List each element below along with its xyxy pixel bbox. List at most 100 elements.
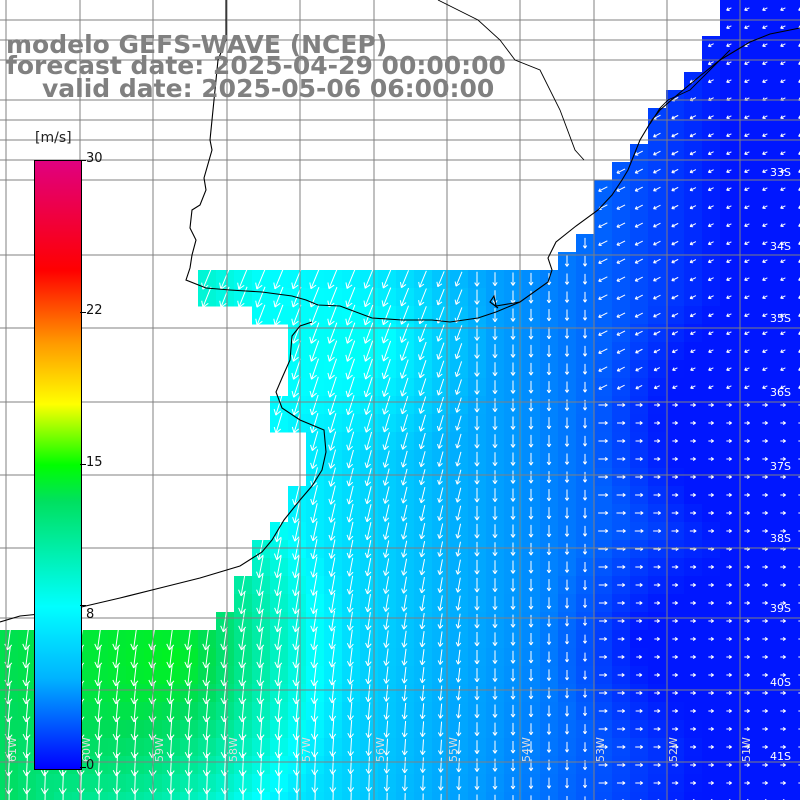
wind-arrow: [726, 187, 732, 191]
wind-arrow: [309, 269, 320, 290]
wind-arrow: [598, 222, 608, 228]
wind-cell: [792, 774, 800, 793]
colorbar-tick: [80, 605, 86, 606]
wind-cell: [792, 90, 800, 109]
colorbar: [34, 160, 82, 770]
wind-arrow: [689, 295, 697, 300]
wind-cell: [684, 792, 703, 800]
wind-arrow: [345, 269, 356, 289]
wind-arrow: [762, 295, 768, 299]
wind-cell: [792, 18, 800, 37]
lat-label: 35S: [770, 312, 791, 325]
wind-arrow: [634, 204, 643, 210]
wind-arrow: [726, 295, 732, 299]
wind-arrow: [528, 272, 534, 286]
wind-arrow: [780, 205, 786, 209]
colorbar-label: 8: [86, 607, 95, 622]
wind-arrow: [653, 294, 661, 300]
wind-arrow: [454, 289, 463, 305]
wind-arrow: [707, 169, 714, 174]
wind-arrow: [762, 313, 768, 317]
wind-arrow: [744, 223, 750, 227]
wind-arrow: [454, 271, 463, 287]
wind-arrow: [363, 287, 374, 308]
wind-arrow: [726, 43, 732, 47]
wind-arrow: [707, 151, 714, 156]
wind-arrow: [707, 115, 714, 120]
wind-arrow: [780, 7, 786, 11]
wind-arrow: [582, 255, 588, 267]
wind-arrow: [780, 187, 786, 191]
wind-arrow: [616, 276, 626, 282]
lat-label: 36S: [770, 386, 791, 399]
wind-arrow: [237, 286, 248, 308]
wind-arrow: [598, 294, 608, 300]
wind-cell: [792, 612, 800, 631]
wind-arrow: [582, 309, 588, 321]
lon-label: 54W: [520, 737, 533, 762]
wind-arrow: [616, 312, 626, 318]
wind-arrow: [363, 269, 374, 289]
wind-cell: [792, 0, 800, 19]
wind-cell: [792, 576, 800, 595]
wind-cell: [792, 720, 800, 739]
wind-cell: [666, 792, 685, 800]
wind-arrow: [726, 313, 732, 317]
wind-arrow: [780, 25, 786, 29]
wind-arrow: [634, 312, 643, 318]
wind-cell: [792, 666, 800, 685]
wind-arrow: [762, 259, 768, 263]
wind-arrow: [707, 223, 714, 228]
wind-arrow: [689, 187, 697, 192]
wind-arrow: [744, 169, 750, 173]
wind-arrow: [726, 223, 732, 227]
wind-arrow: [689, 169, 697, 174]
wind-arrow: [726, 133, 732, 137]
wind-arrow: [780, 79, 786, 83]
wind-cell: [738, 792, 757, 800]
wind-arrow: [399, 270, 410, 289]
wind-cell: [792, 270, 800, 289]
wind-cell: [576, 792, 595, 800]
wind-arrow: [653, 312, 661, 318]
lon-label: 56W: [374, 737, 387, 762]
wind-arrow: [762, 79, 768, 83]
wind-arrow: [671, 276, 679, 282]
wind-cell: [792, 792, 800, 800]
wind-cell: [792, 72, 800, 91]
wind-arrow: [381, 269, 392, 289]
wind-arrow: [762, 133, 768, 137]
wind-cell: [792, 126, 800, 145]
wind-cell: [792, 378, 800, 397]
wind-arrow: [762, 151, 768, 155]
wind-arrow: [598, 186, 608, 192]
wind-arrow: [762, 187, 768, 191]
wind-arrow: [726, 169, 732, 173]
wind-arrow: [780, 115, 786, 119]
wind-cell: [792, 540, 800, 559]
wind-arrow: [255, 268, 266, 290]
wind-cell: [792, 324, 800, 343]
wind-arrow: [653, 222, 661, 228]
colorbar-unit: [m/s]: [35, 130, 72, 146]
lat-label: 41S: [770, 750, 791, 763]
wind-arrow: [744, 79, 750, 83]
wind-arrow: [726, 25, 732, 29]
wind-arrow: [653, 276, 661, 282]
wind-arrow: [671, 313, 679, 318]
wind-arrow: [762, 223, 768, 227]
wind-cell: [792, 234, 800, 253]
wind-arrow: [237, 268, 248, 290]
wind-cell: [792, 648, 800, 667]
wind-arrow: [616, 168, 626, 174]
wind-arrow: [616, 186, 626, 192]
wind-arrow: [744, 115, 750, 119]
wind-cell: [792, 468, 800, 487]
wind-arrow: [273, 268, 284, 290]
wind-arrow: [510, 272, 516, 286]
wind-arrow: [436, 288, 445, 306]
wind-arrow: [671, 222, 679, 228]
wind-arrow: [707, 277, 714, 282]
wind-arrow: [653, 150, 661, 156]
lon-label: 61W: [6, 737, 19, 762]
